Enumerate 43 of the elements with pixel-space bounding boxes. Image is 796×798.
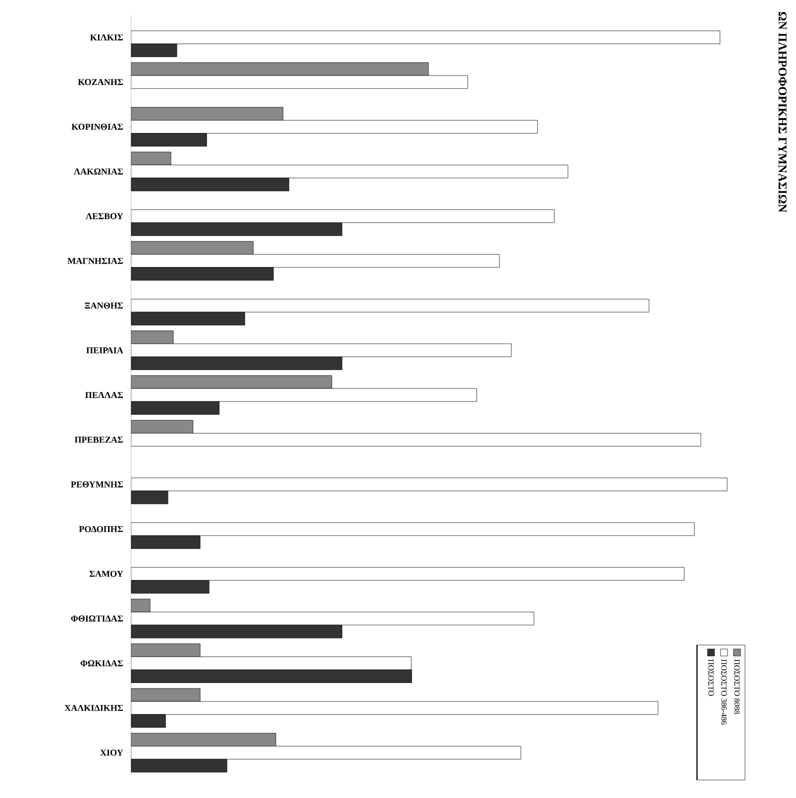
y-tick-label: ΚΙΛΚΙΣ (90, 34, 123, 40)
bar (131, 732, 276, 746)
y-tick-label: ΠΡΕΒΕΖΑΣ (74, 436, 123, 443)
y-tick-label: ΣΑΜΟΥ (90, 570, 124, 577)
bar (131, 62, 429, 76)
bar (131, 152, 172, 166)
bar (131, 44, 178, 58)
y-tick-label: ΧΙΟΥ (100, 750, 124, 756)
bar (131, 178, 290, 192)
bar (131, 580, 210, 594)
y-tick-label: ΛΕΣΒΟΥ (86, 213, 124, 220)
bar (131, 241, 254, 255)
y-tick-label: ΡΟΔΟΠΗΣ (79, 526, 123, 532)
bar (131, 107, 284, 120)
bar (131, 624, 342, 638)
bar (131, 330, 174, 344)
y-tick-label: ΚΟΡΙΝΘΙΑΣ (72, 124, 123, 130)
y-tick-label: ΦΩΚΙΔΑΣ (80, 660, 123, 666)
bar (131, 644, 200, 657)
bar (131, 312, 246, 326)
text: ΩΝ ΠΛΗΡΟΦΟΡΙΚΗΣ ΓΥΜΝΑΣΙΩΝ (778, 12, 787, 212)
bar (131, 598, 150, 612)
bar (131, 133, 207, 146)
y-tick-label: ΜΑΓΝΗΣΙΑΣ (68, 258, 123, 264)
bar (131, 356, 342, 370)
bar (131, 688, 200, 702)
bar (131, 420, 194, 434)
y-tick-label: ΞΑΝΘΗΣ (84, 302, 123, 309)
bar (131, 535, 200, 549)
bar (131, 375, 332, 389)
y-tick-label: ΠΕΙΡΑΙΑ (86, 347, 124, 354)
bar (131, 758, 228, 772)
bar (131, 267, 274, 281)
y-tick-label: ΛΑΚΩΝΙΑΣ (74, 168, 123, 174)
y-tick-label: ΚΟΖΑΝΗΣ (78, 79, 123, 86)
bar (131, 222, 342, 236)
y-tick-label: ΡΕΘΥΜΝΗΣ (70, 481, 123, 488)
bar (131, 401, 220, 415)
y-tick-label: ΧΑΛΚΙΔΙΚΗΣ (64, 704, 123, 711)
bar (131, 490, 168, 504)
bar (131, 670, 412, 683)
y-tick-label: ΦΘΙΩΤΙΔΑΣ (71, 616, 123, 622)
y-tick-label: ΠΕΛΛΑΣ (85, 392, 123, 398)
